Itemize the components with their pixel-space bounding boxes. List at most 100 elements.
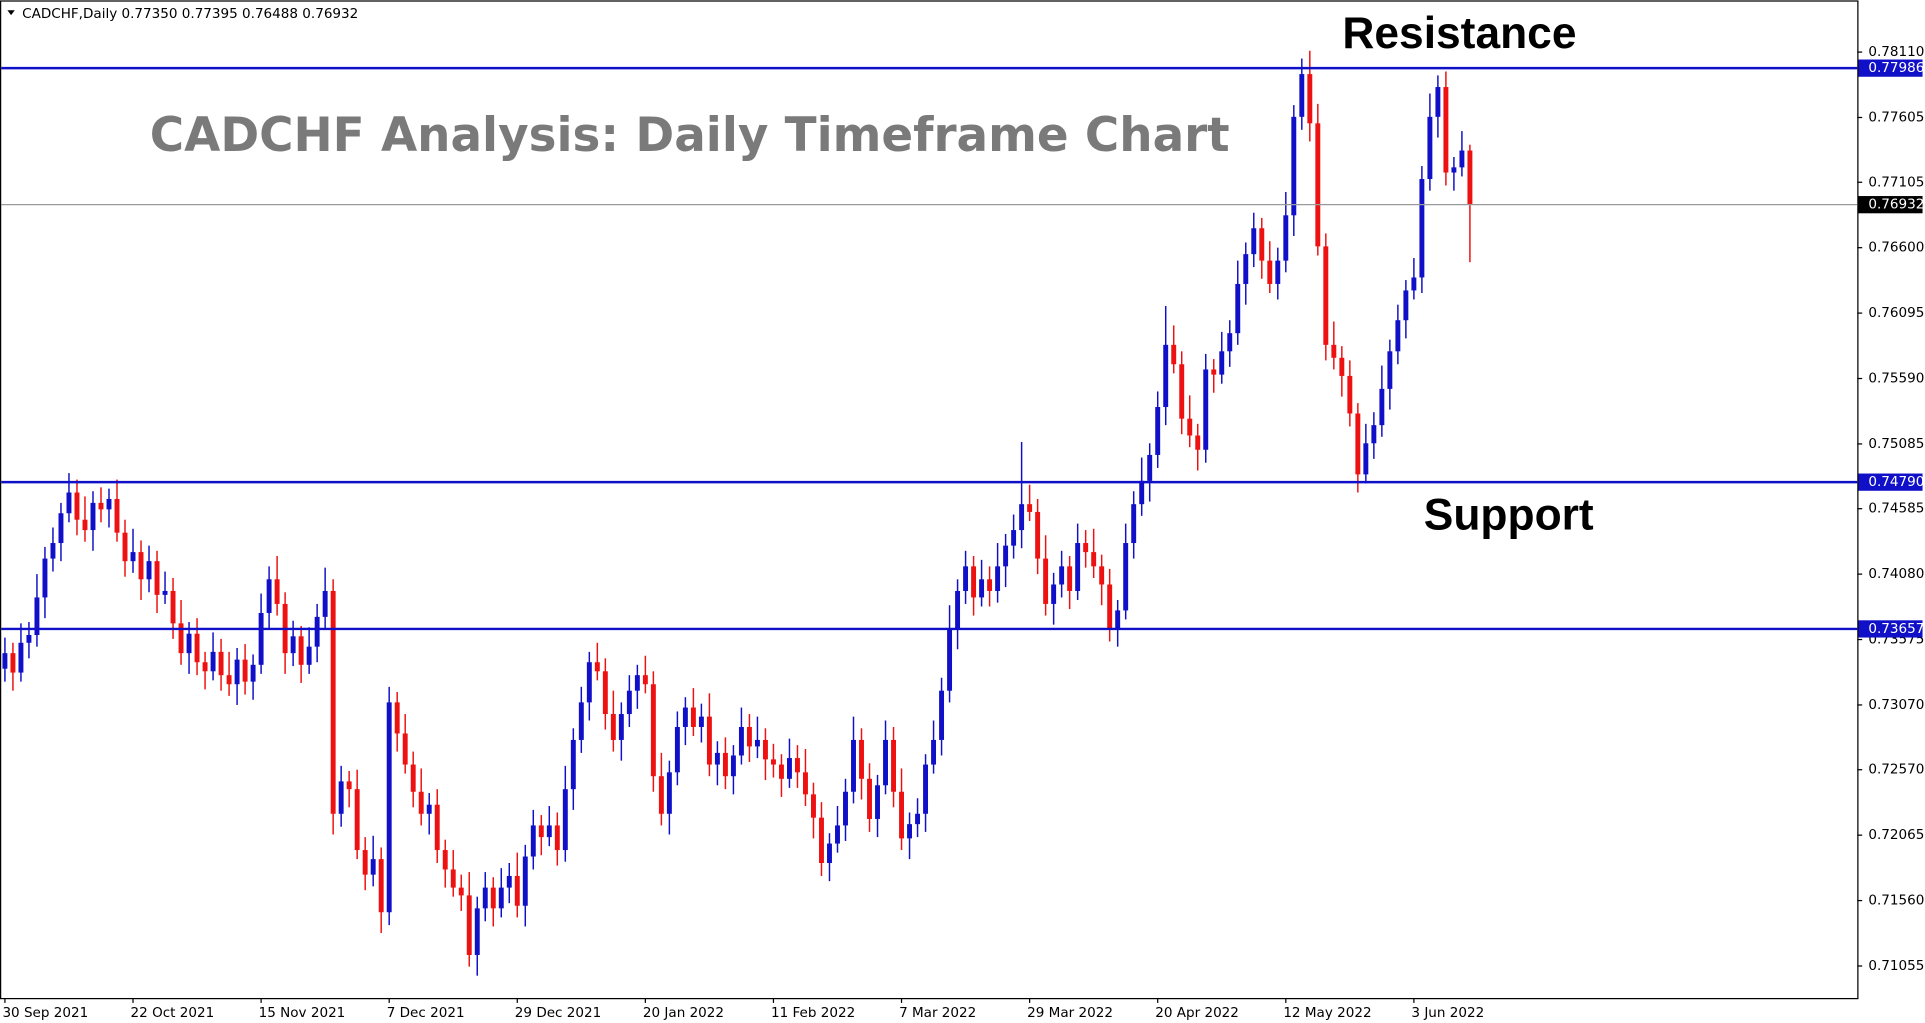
candle-body — [875, 785, 880, 819]
candle-body — [610, 714, 616, 740]
candle-body — [738, 726, 744, 756]
candle-body — [1211, 369, 1217, 375]
candle-body — [1099, 566, 1105, 585]
candle-body — [1179, 364, 1185, 419]
candle-body — [434, 804, 440, 851]
candle-body — [138, 552, 144, 580]
candle-body — [891, 739, 896, 792]
candle-body — [1243, 254, 1249, 284]
candle-body — [1347, 375, 1353, 414]
candle-body — [770, 759, 776, 765]
candle-body — [578, 702, 584, 740]
candle-body — [971, 566, 977, 598]
candle-body — [1387, 351, 1393, 389]
candle-body — [506, 875, 512, 888]
candle-body — [122, 532, 128, 562]
candle-body — [1419, 179, 1425, 278]
candle-body — [1427, 116, 1433, 180]
candle-body — [626, 690, 632, 715]
candle-body — [1123, 543, 1129, 611]
candle-body — [811, 794, 816, 818]
candle-body — [1259, 228, 1265, 261]
candle-body — [1083, 543, 1089, 553]
candle-body — [338, 781, 344, 814]
x-tick-label: 3 Jun 2022 — [1411, 1005, 1484, 1021]
candle-body — [1251, 228, 1257, 255]
candle-body — [1003, 545, 1009, 567]
candle-body — [50, 543, 56, 559]
candle-body — [827, 843, 832, 864]
candle-body — [835, 825, 840, 844]
candle-body — [386, 702, 392, 913]
candle-body — [194, 633, 200, 663]
candle-body — [1275, 260, 1281, 284]
candle-body — [58, 513, 64, 544]
candle-body — [130, 552, 136, 562]
candle-body — [442, 850, 448, 870]
candle-body — [963, 566, 969, 591]
y-tick-label: 0.78110 — [1868, 44, 1924, 60]
candle-body — [258, 612, 264, 665]
candle-body — [586, 662, 592, 703]
candle-body — [266, 579, 272, 613]
y-tick-label: 0.71560 — [1868, 893, 1924, 909]
candle-body — [979, 579, 985, 598]
y-tick-label: 0.71055 — [1868, 958, 1924, 974]
candle-body — [562, 789, 568, 851]
candle-body — [106, 498, 112, 510]
y-tick-label: 0.72570 — [1868, 762, 1924, 778]
candle-body — [1163, 344, 1169, 408]
candle-body — [1379, 388, 1385, 426]
candle-body — [18, 642, 24, 673]
candle-body — [90, 502, 96, 531]
candle-body — [1403, 290, 1409, 321]
candle-body — [290, 636, 296, 654]
candle-body — [466, 895, 472, 955]
x-tick-label: 15 Nov 2021 — [259, 1005, 346, 1021]
candle-body — [682, 707, 688, 727]
candle-body — [306, 646, 312, 665]
y-tick-label: 0.77605 — [1868, 109, 1924, 125]
candle-body — [867, 778, 872, 819]
candle-body — [1235, 283, 1241, 334]
candle-body — [714, 752, 720, 765]
menu-arrow — [7, 10, 15, 16]
price-tag-label: 0.73657 — [1868, 621, 1924, 637]
candle-body — [530, 825, 536, 857]
candle-body — [1203, 369, 1209, 450]
candle-body — [1051, 584, 1057, 604]
candle-body — [362, 850, 368, 875]
candle-body — [10, 653, 16, 673]
candle-body — [2, 653, 8, 669]
candle-body — [170, 590, 176, 624]
candle-body — [642, 675, 648, 685]
candle-body — [1155, 407, 1161, 455]
candle-body — [1355, 413, 1361, 475]
candle-body — [34, 597, 40, 636]
candle-body — [1307, 74, 1313, 124]
candle-body — [178, 623, 184, 654]
candle-body — [1067, 566, 1073, 591]
candle-body — [931, 739, 937, 765]
y-tick-label: 0.77105 — [1868, 174, 1924, 190]
candle-body — [1027, 504, 1033, 512]
candle-body — [746, 726, 752, 747]
candle-body — [458, 887, 464, 896]
candle-body — [154, 561, 160, 595]
candle-body — [570, 739, 576, 790]
candle-body — [250, 664, 256, 682]
price-tag-label: 0.77986 — [1868, 60, 1924, 76]
candle-body — [1059, 566, 1065, 585]
candle-body — [1131, 504, 1137, 544]
candle-body — [474, 908, 480, 955]
candle-body — [298, 636, 304, 665]
x-tick-label: 12 May 2022 — [1283, 1005, 1371, 1021]
candle-body — [1043, 558, 1049, 604]
candle-body — [1339, 357, 1345, 376]
candle-body — [698, 716, 704, 727]
candle-body — [1323, 246, 1329, 345]
candle-body — [538, 825, 544, 838]
candle-body — [602, 671, 608, 715]
candle-body — [418, 791, 424, 814]
candle-body — [1395, 320, 1401, 352]
